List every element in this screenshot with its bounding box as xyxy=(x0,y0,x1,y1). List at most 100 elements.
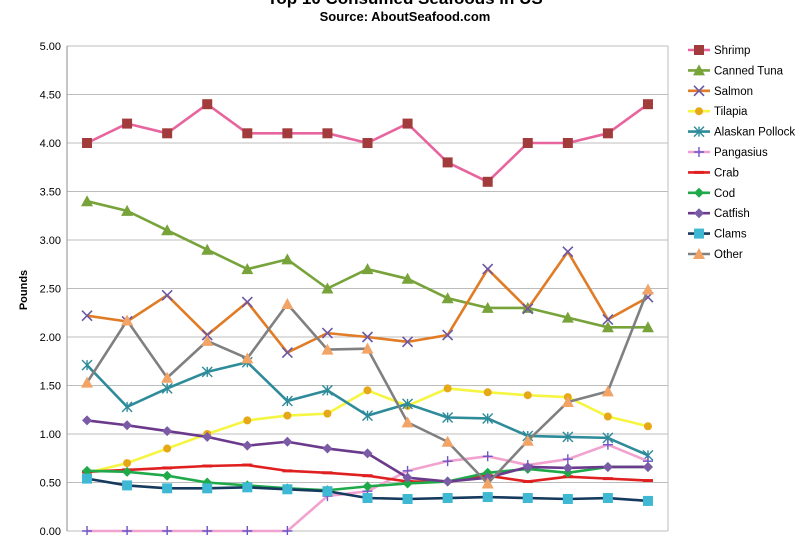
other-point xyxy=(361,342,374,354)
legend-marker xyxy=(694,187,704,198)
other-point xyxy=(641,283,654,295)
tilapia-point xyxy=(123,459,132,468)
pangasius-point xyxy=(82,526,93,535)
alaskan-pollock-point xyxy=(321,384,333,396)
series-shrimp xyxy=(82,99,653,187)
cod-point xyxy=(82,465,93,476)
shrimp-point xyxy=(562,138,573,148)
tilapia-point xyxy=(443,384,452,393)
clams-point xyxy=(562,493,573,504)
clams-point xyxy=(82,473,93,484)
canned-tuna-point xyxy=(401,272,414,284)
clams-point xyxy=(602,493,613,504)
pangasius-point xyxy=(162,526,173,535)
legend-label: Pangasius xyxy=(714,147,768,159)
legend-item-canned-tuna: Canned Tuna xyxy=(688,64,784,77)
crab-point xyxy=(322,471,333,475)
other-point xyxy=(201,334,214,346)
y-tick-label: 1.50 xyxy=(40,381,61,393)
clams-point xyxy=(642,495,653,506)
y-tick-label: 1.00 xyxy=(40,429,61,441)
clams-point xyxy=(482,492,493,503)
other-point xyxy=(121,314,134,326)
legend-item-tilapia: Tilapia xyxy=(688,106,748,118)
canned-tuna-point xyxy=(121,204,134,216)
legend-label: Catfish xyxy=(714,208,750,220)
legend-label: Clams xyxy=(714,229,747,241)
salmon-point xyxy=(442,329,454,341)
shrimp-point xyxy=(362,138,373,148)
pangasius-point xyxy=(122,526,133,535)
catfish-point xyxy=(282,436,293,447)
catfish-point xyxy=(162,426,173,437)
pangasius-point xyxy=(442,456,453,467)
legend-marker xyxy=(693,248,705,259)
pangasius-point xyxy=(602,439,613,450)
pangasius-point xyxy=(282,526,293,535)
shrimp-point xyxy=(642,99,653,110)
canned-tuna-point xyxy=(241,263,254,275)
canned-tuna-point xyxy=(81,195,94,207)
legend-label: Crab xyxy=(714,167,739,179)
salmon-point xyxy=(81,310,93,322)
legend-marker xyxy=(694,208,704,219)
salmon-point xyxy=(361,331,374,343)
catfish-point xyxy=(362,448,373,459)
legend-item-salmon: Salmon xyxy=(688,85,753,98)
canned-tuna-point xyxy=(641,321,654,333)
pangasius-point xyxy=(202,526,213,535)
alaskan-pollock-point xyxy=(402,398,414,410)
legend-item-catfish: Catfish xyxy=(688,208,750,220)
shrimp-point xyxy=(522,138,533,148)
legend-marker xyxy=(693,64,705,76)
legend-marker xyxy=(694,147,704,157)
y-tick-label: 4.00 xyxy=(40,138,61,150)
crab-point xyxy=(642,479,653,483)
clams-point xyxy=(402,493,413,504)
pangasius-point xyxy=(242,526,253,535)
shrimp-point xyxy=(242,128,253,139)
y-tick-label: 3.50 xyxy=(40,187,61,199)
alaskan-pollock-point xyxy=(281,395,293,407)
other-point xyxy=(401,416,414,428)
shrimp-point xyxy=(162,128,173,139)
catfish-point xyxy=(442,476,453,487)
salmon-point xyxy=(522,303,534,315)
other-point xyxy=(81,376,94,388)
catfish-point xyxy=(322,443,333,454)
other-point xyxy=(481,477,494,489)
other-point xyxy=(521,434,534,446)
chart-title: Top 10 Consumed Seafoods in US xyxy=(267,0,543,8)
catfish-point xyxy=(122,420,133,431)
other-point xyxy=(321,343,334,355)
tilapia-point xyxy=(603,412,612,421)
catfish-point xyxy=(562,462,573,473)
other-point xyxy=(561,395,574,407)
crab-point xyxy=(362,474,373,478)
tilapia-point xyxy=(523,391,532,400)
shrimp-point xyxy=(602,128,613,139)
canned-tuna-point xyxy=(361,263,374,275)
legend-label: Tilapia xyxy=(714,106,748,118)
catfish-point xyxy=(402,472,413,483)
crab-point xyxy=(282,469,293,473)
clams-point xyxy=(522,493,533,504)
y-tick-label: 5.00 xyxy=(40,41,61,53)
catfish-point xyxy=(602,461,613,472)
pangasius-point xyxy=(482,451,493,462)
crab-point xyxy=(202,464,213,468)
pangasius-point xyxy=(562,454,573,465)
legend-label: Canned Tuna xyxy=(714,65,784,77)
legend-marker xyxy=(693,85,705,97)
clams-point xyxy=(242,482,253,493)
legend-marker xyxy=(694,45,704,55)
series-salmon xyxy=(81,246,654,359)
alaskan-pollock-point xyxy=(442,412,454,424)
shrimp-point xyxy=(122,118,133,129)
canned-tuna-point xyxy=(321,282,334,294)
canned-tuna-point xyxy=(161,224,174,236)
tilapia-point xyxy=(163,444,172,453)
series-catfish xyxy=(82,415,653,487)
alaskan-pollock-point xyxy=(161,382,173,394)
